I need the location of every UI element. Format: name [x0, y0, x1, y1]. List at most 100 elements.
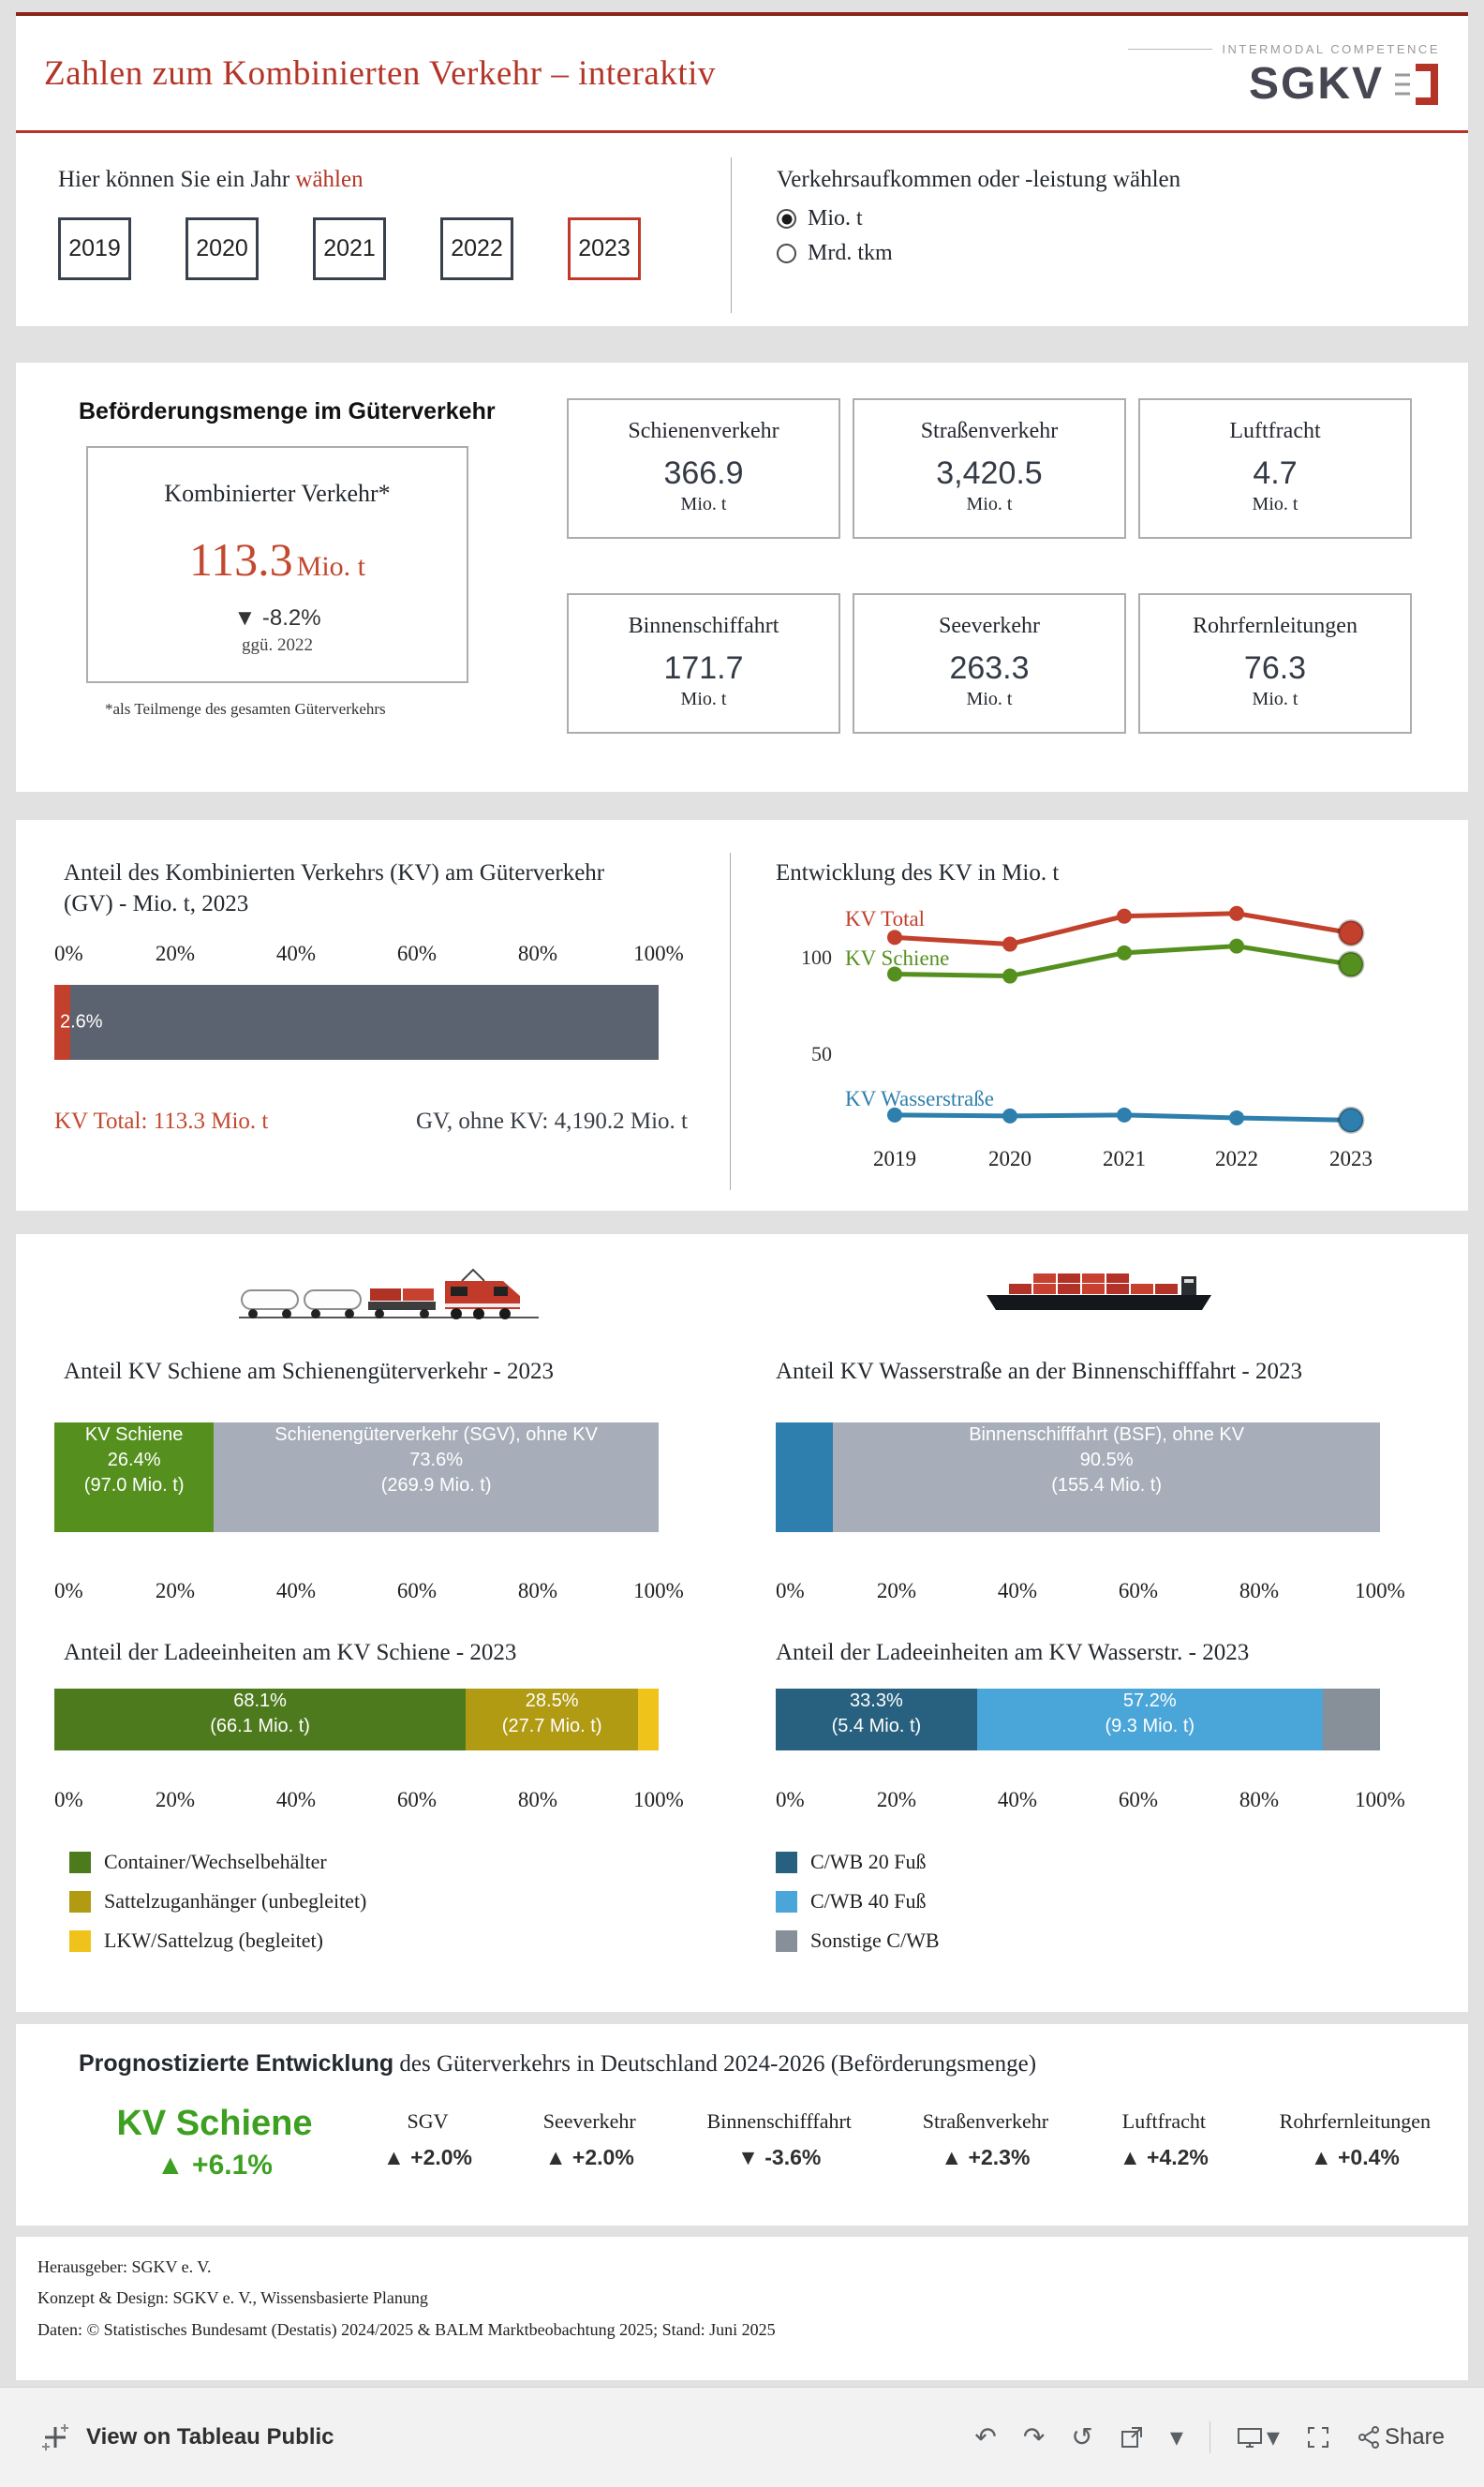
legend-swatch	[776, 1851, 797, 1873]
forecast-name: Seeverkehr	[542, 2109, 636, 2133]
kv-footnote: *als Teilmenge des gesamten Güterverkehr…	[105, 700, 386, 718]
fullscreen-icon[interactable]	[1306, 2425, 1330, 2450]
year-selector-label: Hier können Sie ein Jahr wählen	[58, 167, 364, 192]
forecast-highlight-delta: ▲ +6.1%	[156, 2150, 273, 2181]
share-button[interactable]: Share	[1357, 2425, 1445, 2450]
legend-item[interactable]: Container/Wechselbehälter	[69, 1850, 731, 1874]
mode-unit: Mio. t	[1252, 494, 1298, 514]
legend-item[interactable]: Sonstige C/WB	[776, 1929, 1468, 1953]
year-button-2021[interactable]: 2021	[313, 217, 386, 280]
percent-axis: 0% 20% 40% 60% 80% 100%	[54, 942, 684, 966]
legend-item[interactable]: LKW/Sattelzug (begleitet)	[69, 1929, 731, 1953]
popout-icon[interactable]	[1120, 2425, 1144, 2450]
forecast-item-binnenschifffahrt: Binnenschifffahrt ▼ -3.6%	[707, 2109, 852, 2170]
axis-label: 100%	[633, 1788, 684, 1811]
year-button-2023[interactable]: 2023	[568, 217, 641, 280]
kv-summary: Beförderungsmenge im Güterverkehr Kombin…	[79, 398, 552, 792]
legend-item[interactable]: Sattelzuganhänger (unbegleitet)	[69, 1889, 731, 1914]
axis-label: 40%	[275, 1579, 317, 1602]
bar-segment[interactable]: 68.1% (66.1 Mio. t)	[54, 1689, 467, 1750]
legend-label: Sattelzuganhänger (unbegleitet)	[104, 1889, 367, 1913]
mode-card-seeverkehr: Seeverkehr 263.3 Mio. t	[853, 593, 1126, 734]
ship-illustration	[987, 1273, 1211, 1310]
axis-label: 100%	[633, 942, 684, 965]
year-selector: Hier können Sie ein Jahr wählen 2019 202…	[16, 167, 731, 326]
kv-unit: Mio. t	[296, 551, 365, 582]
display-mode-icon[interactable]: ▾	[1237, 2424, 1280, 2450]
forecast-name: SGV	[407, 2109, 449, 2133]
bars-panel: Anteil KV Schiene am Schienengüterverkeh…	[16, 1234, 1468, 2012]
bar-segment-kv[interactable]	[54, 985, 70, 1060]
bar-segment[interactable]: 57.2% (9.3 Mio. t)	[976, 1689, 1323, 1750]
kv-entwicklung-linechart[interactable]: KV Total KV Schiene KV Wasserstraße 100 …	[801, 896, 1468, 1177]
forecast-delta: ▲ +2.0%	[544, 2145, 634, 2169]
share-label: Share	[1384, 2424, 1445, 2450]
x-label: 2019	[873, 1147, 916, 1170]
dashboard: Zahlen zum Kombinierten Verkehr – intera…	[0, 0, 1484, 2380]
bar-segment[interactable]	[776, 1422, 834, 1532]
vertical-divider	[730, 853, 731, 1190]
kv-share-panel: Anteil des Kombinierten Verkehrs (KV) am…	[16, 820, 1468, 1211]
undo-icon[interactable]: ↶	[974, 2422, 997, 2451]
year-button-2022[interactable]: 2022	[440, 217, 513, 280]
gv-note: GV, ohne KV: 4,190.2 Mio. t	[415, 1109, 688, 1134]
bar-segment[interactable]: 28.5% (27.7 Mio. t)	[466, 1689, 639, 1750]
header-panel: Zahlen zum Kombinierten Verkehr – intera…	[16, 12, 1468, 326]
logo-tagline: INTERMODAL COMPETENCE	[1222, 42, 1440, 56]
mode-unit: Mio. t	[966, 689, 1013, 709]
axis-label: 40%	[275, 1788, 317, 1811]
ladeeinheiten-wasserstrasse-bar: 33.3% (5.4 Mio. t) 57.2% (9.3 Mio. t)	[776, 1689, 1380, 1750]
reset-icon[interactable]: ↺	[1071, 2422, 1093, 2451]
bar-segment-gv[interactable]	[69, 985, 659, 1060]
radio-label: Mio. t	[808, 206, 863, 231]
mode-title: Schienenverkehr	[628, 419, 779, 443]
bar-segment[interactable]: 33.3% (5.4 Mio. t)	[776, 1689, 977, 1750]
kv-card: Kombinierter Verkehr* 113.3 Mio. t ▼ -8.…	[86, 446, 468, 683]
legend-swatch	[69, 1851, 91, 1873]
bar-segment[interactable]: Schienengüterverkehr (SGV), ohne KV 73.6%…	[214, 1422, 659, 1532]
section-heading: Beförderungsmenge im Güterverkehr	[79, 398, 496, 424]
footer-line-design: Konzept & Design: SGKV e. V., Wissensbas…	[37, 2288, 428, 2308]
bar-segment[interactable]	[1322, 1689, 1380, 1750]
tableau-logo-icon	[42, 2424, 68, 2450]
toolbar-divider	[1209, 2421, 1210, 2453]
schiene-column: Anteil KV Schiene am Schienengüterverkeh…	[16, 1356, 731, 1968]
mode-value: 4.7	[1253, 455, 1298, 491]
bar-segment[interactable]: Binnenschifffahrt (BSF), ohne KV 90.5% (15…	[833, 1422, 1380, 1532]
mode-card-luftfracht: Luftfracht 4.7 Mio. t	[1138, 398, 1412, 539]
bar-segment[interactable]	[638, 1689, 659, 1750]
axis-label: 60%	[1118, 1579, 1159, 1602]
legend-item[interactable]: C/WB 40 Fuß	[776, 1889, 1468, 1914]
legend-item[interactable]: C/WB 20 Fuß	[776, 1850, 1468, 1874]
kv-delta-reference: ggü. 2022	[242, 635, 313, 655]
radio-mrd-tkm[interactable]: Mrd. tkm	[777, 241, 1180, 266]
linechart-svg[interactable]	[843, 896, 1468, 1141]
mode-title: Binnenschiffahrt	[628, 614, 779, 638]
y-tick: 50	[811, 1042, 832, 1065]
redo-icon[interactable]: ↷	[1022, 2422, 1046, 2451]
view-on-tableau-public-link[interactable]: View on Tableau Public	[86, 2424, 334, 2450]
forecast-delta: ▲ +0.4%	[1310, 2145, 1400, 2169]
y-tick: 100	[801, 946, 832, 969]
tableau-toolbar: View on Tableau Public ↶ ↷ ↺ ▾ ▾	[0, 2387, 1484, 2487]
axis-label: 80%	[1239, 1579, 1280, 1602]
segment-label: 2.6%	[60, 1011, 103, 1033]
axis-label: 0%	[776, 1579, 805, 1602]
year-label-highlight: wählen	[295, 167, 364, 192]
kv-trend-chart: Entwicklung des KV in Mio. t KV Total KV…	[731, 857, 1468, 1211]
share-icon	[1358, 2426, 1379, 2449]
axis-label: 60%	[396, 1788, 438, 1811]
bar-segment[interactable]: KV Schiene 26.4% (97.0 Mio. t)	[54, 1422, 215, 1532]
radio-mio-t[interactable]: Mio. t	[777, 206, 1180, 231]
axis-label: 80%	[517, 942, 558, 965]
chart-title: Anteil KV Schiene am Schienengüterverkeh…	[64, 1359, 554, 1384]
year-button-2019[interactable]: 2019	[58, 217, 131, 280]
mode-title: Rohrfernleitungen	[1193, 614, 1358, 638]
radio-icon	[777, 244, 796, 263]
more-options-chevron-icon[interactable]: ▾	[1169, 2422, 1183, 2451]
forecast-item-sgv: SGV ▲ +2.0%	[383, 2109, 472, 2170]
axis-label: 0%	[54, 942, 83, 965]
toolbar-left[interactable]: View on Tableau Public	[39, 2421, 334, 2453]
year-button-2020[interactable]: 2020	[186, 217, 259, 280]
mode-value: 76.3	[1243, 650, 1307, 686]
